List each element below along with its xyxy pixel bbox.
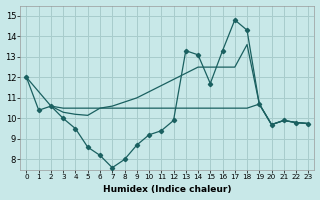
X-axis label: Humidex (Indice chaleur): Humidex (Indice chaleur)	[103, 185, 232, 194]
